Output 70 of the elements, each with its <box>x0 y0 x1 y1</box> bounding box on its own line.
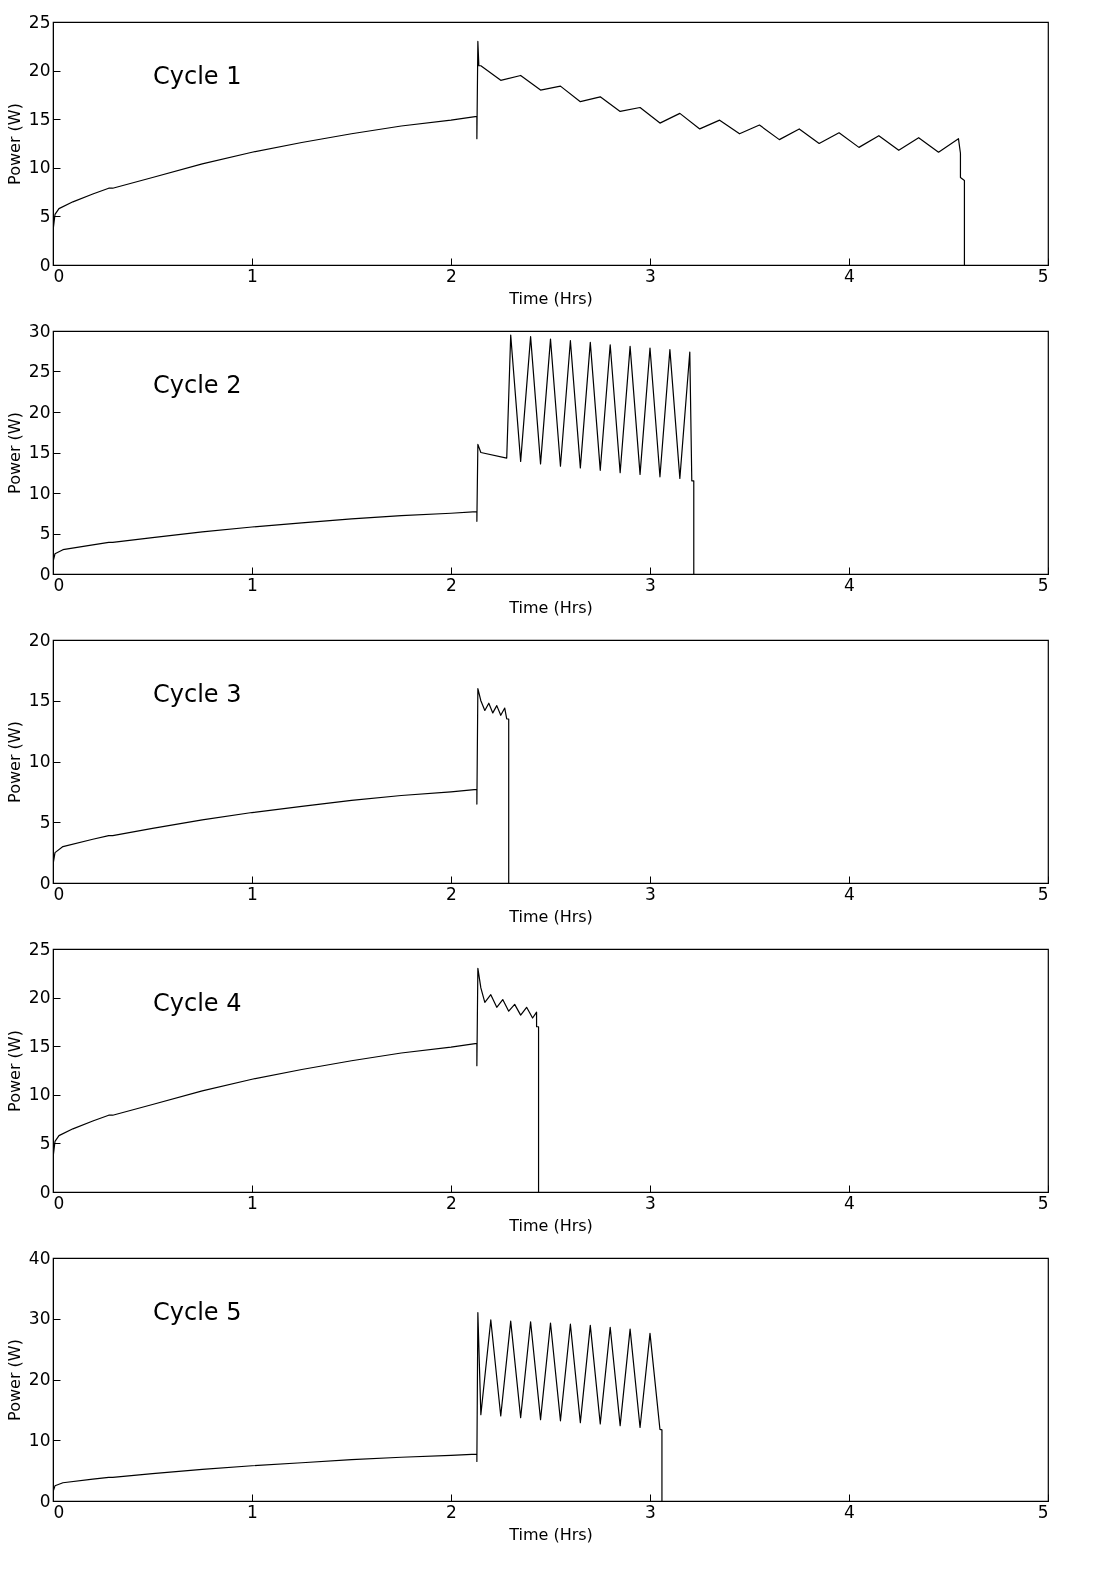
x-tick-label: 2 <box>446 265 457 286</box>
y-tick-label: 20 <box>28 1369 51 1389</box>
y-tick-label: 5 <box>39 205 51 226</box>
y-tick-label: 20 <box>28 401 51 422</box>
x-tick-label: 0 <box>53 883 65 904</box>
x-tick-label: 0 <box>53 574 65 595</box>
x-tick-label: 4 <box>844 883 855 904</box>
y-tick-label: 25 <box>28 938 51 959</box>
x-tick-label: 3 <box>645 574 656 595</box>
annotation: Cycle 4 <box>153 989 242 1017</box>
y-axis-title: Power (W) <box>4 721 24 803</box>
y-tick-label: 10 <box>28 157 51 178</box>
x-tick-label: 1 <box>247 883 258 904</box>
annotation: Cycle 5 <box>153 1298 242 1326</box>
y-tick-label: 15 <box>28 1035 51 1056</box>
y-tick-label: 10 <box>28 1429 51 1450</box>
y-axis-title: Power (W) <box>4 1030 24 1112</box>
x-tick-label: 3 <box>645 1501 656 1522</box>
y-tick-label: 15 <box>28 442 51 462</box>
annotation: Cycle 1 <box>153 62 242 90</box>
x-tick-label: 4 <box>844 574 855 595</box>
y-tick-label: 40 <box>28 1247 51 1268</box>
x-tick-label: 1 <box>247 265 258 286</box>
x-tick-label: 4 <box>844 1501 855 1522</box>
y-tick-label: 25 <box>28 11 51 32</box>
x-tick-label: 3 <box>645 1192 656 1213</box>
x-axis-title: Time (Hrs) <box>508 906 593 926</box>
annotation: Cycle 2 <box>153 371 242 399</box>
y-tick-label: 25 <box>28 361 51 381</box>
x-tick-label: 5 <box>1037 883 1049 904</box>
x-tick-label: 0 <box>53 1192 65 1213</box>
y-tick-label: 20 <box>28 629 51 650</box>
x-axis-title: Time (Hrs) <box>508 597 593 617</box>
x-tick-label: 0 <box>53 1501 65 1522</box>
x-tick-label: 4 <box>844 265 855 286</box>
y-axis-title: Power (W) <box>4 1339 24 1421</box>
x-axis-title: Time (Hrs) <box>508 1524 593 1544</box>
x-tick-label: 1 <box>247 1501 258 1522</box>
x-tick-label: 5 <box>1037 574 1049 595</box>
y-tick-label: 30 <box>28 320 51 341</box>
y-tick-label: 20 <box>28 60 51 81</box>
y-tick-label: 15 <box>28 690 51 711</box>
line-series <box>53 334 695 574</box>
x-tick-label: 3 <box>645 883 656 904</box>
x-tick-label: 0 <box>53 265 65 286</box>
x-tick-label: 4 <box>844 1192 855 1213</box>
x-tick-label: 3 <box>645 265 656 286</box>
y-tick-label: 10 <box>28 1084 51 1105</box>
annotation: Cycle 3 <box>153 680 242 708</box>
x-tick-label: 5 <box>1037 1192 1049 1213</box>
y-tick-label: 5 <box>39 523 51 543</box>
y-tick-label: 5 <box>39 811 51 832</box>
y-axis-title: Power (W) <box>4 412 24 494</box>
y-tick-label: 30 <box>28 1308 51 1329</box>
x-axis-title: Time (Hrs) <box>508 1215 593 1235</box>
y-tick-label: 15 <box>28 108 51 129</box>
x-tick-label: 5 <box>1037 1501 1049 1522</box>
x-tick-label: 2 <box>446 1501 457 1522</box>
y-axis-title: Power (W) <box>4 103 24 185</box>
x-axis-title: Time (Hrs) <box>508 288 593 308</box>
x-tick-label: 1 <box>247 574 258 595</box>
y-tick-label: 10 <box>28 482 51 503</box>
x-tick-label: 2 <box>446 1192 457 1213</box>
x-tick-label: 1 <box>247 1192 258 1213</box>
y-tick-label: 10 <box>28 751 51 771</box>
x-tick-label: 2 <box>446 574 457 595</box>
y-tick-label: 20 <box>28 987 51 1008</box>
x-tick-label: 2 <box>446 883 457 904</box>
y-tick-label: 5 <box>39 1132 51 1153</box>
x-tick-label: 5 <box>1037 265 1049 286</box>
